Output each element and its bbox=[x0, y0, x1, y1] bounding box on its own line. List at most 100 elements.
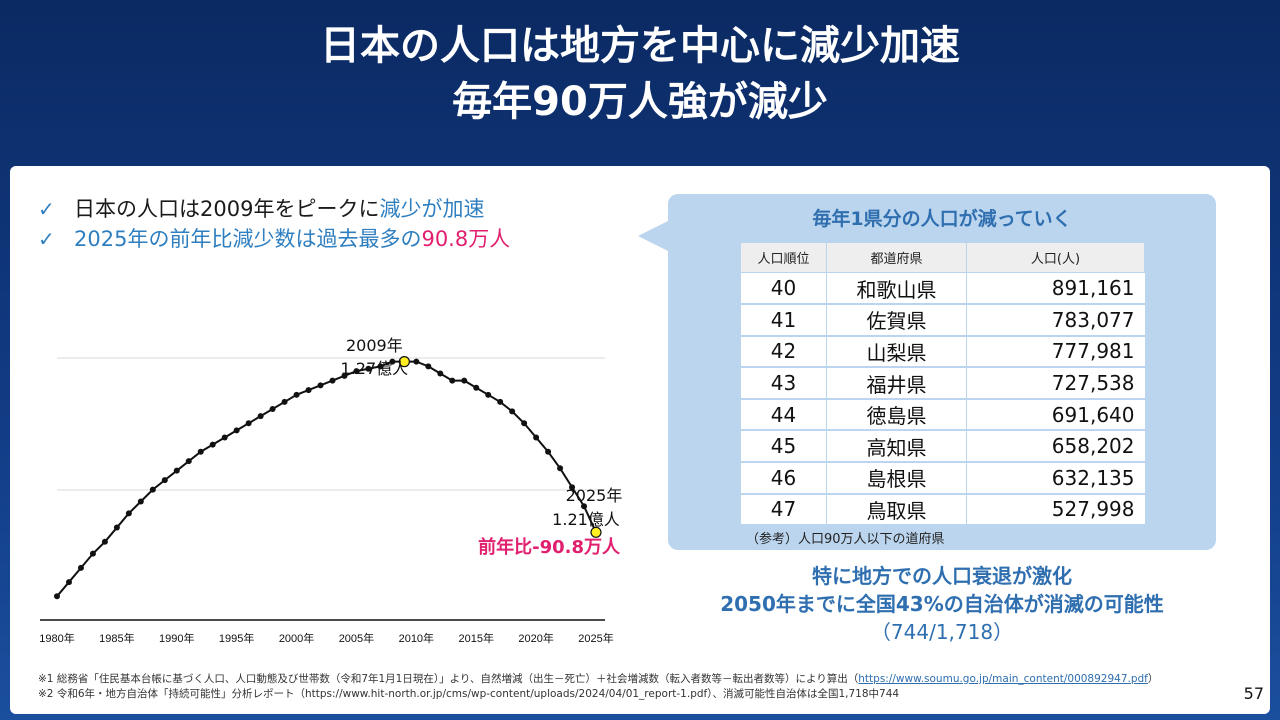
data-point bbox=[389, 358, 396, 365]
table-header-row: 人口順位 都道府県 人口(人) bbox=[740, 242, 1145, 273]
data-point bbox=[89, 550, 96, 557]
end-year-label: 2025年 bbox=[566, 486, 623, 505]
data-point bbox=[101, 538, 108, 545]
table-row: 47 鳥取県 527,998 bbox=[740, 493, 1145, 527]
data-point bbox=[341, 372, 348, 379]
data-point bbox=[257, 413, 264, 420]
population-cell: 777,981 bbox=[966, 335, 1145, 369]
prefecture-cell: 高知県 bbox=[826, 430, 967, 464]
population-cell: 783,077 bbox=[966, 304, 1145, 337]
table-row: 40 和歌山県 891,161 bbox=[740, 272, 1145, 306]
table-row: 46 島根県 632,135 bbox=[740, 462, 1145, 495]
prefecture-cell: 徳島県 bbox=[826, 398, 967, 432]
highlight-point bbox=[398, 356, 410, 368]
footnote-1-end: ） bbox=[1147, 673, 1159, 685]
key-point-2: ✓ 2025年の前年比減少数は過去最多の 90.8万人 bbox=[38, 224, 510, 254]
population-cell: 891,161 bbox=[966, 272, 1145, 306]
end-value-label: 1.21億人 bbox=[552, 510, 620, 529]
data-point bbox=[485, 391, 492, 398]
rank-cell: 45 bbox=[740, 430, 827, 464]
summary-line-2: 2050年までに全国43%の自治体が消滅の可能性 bbox=[720, 592, 1164, 616]
data-point bbox=[353, 368, 360, 375]
data-point bbox=[293, 391, 300, 398]
data-point bbox=[317, 382, 324, 389]
x-tick-label: 2005年 bbox=[339, 631, 374, 645]
population-series-line bbox=[56, 360, 597, 597]
data-point bbox=[449, 377, 456, 384]
data-point bbox=[161, 477, 168, 484]
table-row: 42 山梨県 777,981 bbox=[740, 335, 1145, 369]
data-point bbox=[425, 363, 432, 370]
data-point bbox=[377, 363, 384, 370]
population-cell: 527,998 bbox=[966, 493, 1145, 527]
footnote-1-link[interactable]: https://www.soumu.go.jp/main_content/000… bbox=[858, 673, 1148, 685]
x-tick-label: 2000年 bbox=[279, 631, 314, 645]
data-point bbox=[125, 510, 132, 517]
table-row: 44 徳島県 691,640 bbox=[740, 398, 1145, 432]
x-tick-label: 1990年 bbox=[159, 631, 194, 645]
peak-year-label: 2009年 bbox=[346, 336, 403, 355]
prefecture-cell: 鳥取県 bbox=[826, 493, 967, 527]
x-tick-label: 1985年 bbox=[99, 631, 134, 645]
data-point bbox=[329, 377, 336, 384]
title-line-2: 毎年90万人強が減少 bbox=[452, 79, 828, 125]
end-change-label: 前年比-90.8万人 bbox=[478, 536, 621, 558]
population-chart: 1980年 1985年 1990年 1995年 2000年 2005年 2010年 2015年… bbox=[30, 280, 630, 660]
prefecture-callout: 毎年1県分の人口が減っていく 人口順位 都道府県 人口(人) 40 和歌山県 891… bbox=[668, 194, 1216, 550]
prefecture-cell: 島根県 bbox=[826, 462, 967, 495]
key-point-1: ✓ 日本の人口は2009年をピークに 減少が加速 bbox=[38, 194, 510, 224]
data-point bbox=[473, 384, 480, 391]
data-point bbox=[545, 448, 552, 455]
data-point bbox=[77, 564, 84, 571]
prefecture-cell: 和歌山県 bbox=[826, 272, 967, 306]
header-rank: 人口順位 bbox=[740, 242, 827, 273]
header-prefecture: 都道府県 bbox=[826, 242, 967, 273]
callout-title: 毎年1県分の人口が減っていく bbox=[812, 208, 1072, 230]
data-point bbox=[413, 358, 420, 365]
data-point bbox=[233, 427, 240, 434]
population-cell: 632,135 bbox=[966, 462, 1145, 495]
data-point bbox=[509, 408, 516, 415]
population-cell: 727,538 bbox=[966, 367, 1145, 400]
x-tick-label: 2010年 bbox=[399, 631, 434, 645]
data-point bbox=[197, 448, 204, 455]
check-icon: ✓ bbox=[38, 197, 55, 221]
data-point bbox=[221, 434, 228, 441]
data-point bbox=[521, 420, 528, 427]
data-point bbox=[245, 420, 252, 427]
rank-cell: 47 bbox=[740, 493, 827, 527]
population-cell: 691,640 bbox=[966, 398, 1145, 432]
key-point-2-highlight: 90.8万人 bbox=[421, 227, 511, 251]
key-point-1-highlight: 減少が加速 bbox=[379, 197, 485, 221]
footnotes: ※1 総務省「住民基本台帳に基づく人口、人口動態及び世帯数（令和7年1月1日現在… bbox=[38, 672, 1158, 702]
summary-block: 特に地方での人口衰退が激化 2050年までに全国43%の自治体が消滅の可能性 （… bbox=[668, 562, 1216, 646]
table-row: 43 福井県 727,538 bbox=[740, 367, 1145, 400]
table-note: （参考）人口90万人以下の道府県 bbox=[746, 532, 945, 547]
highlight-point bbox=[590, 526, 602, 538]
key-points: ✓ 日本の人口は2009年をピークに 減少が加速 ✓ 2025年の前年比減少数は過… bbox=[38, 194, 510, 254]
data-point bbox=[281, 398, 288, 405]
title-line-1: 日本の人口は地方を中心に減少加速 bbox=[320, 23, 960, 69]
page-title: 日本の人口は地方を中心に減少加速 毎年90万人強が減少 bbox=[0, 18, 1280, 130]
population-cell: 658,202 bbox=[966, 430, 1145, 464]
page-number: 57 bbox=[1243, 684, 1264, 703]
summary-line-3: （744/1,718） bbox=[870, 620, 1014, 644]
data-point bbox=[557, 465, 564, 472]
check-icon: ✓ bbox=[38, 227, 55, 251]
data-point bbox=[437, 370, 444, 377]
data-point bbox=[113, 524, 120, 531]
data-point bbox=[461, 377, 468, 384]
footnote-1-text: ※1 総務省「住民基本台帳に基づく人口、人口動態及び世帯数（令和7年1月1日現在… bbox=[38, 673, 859, 685]
data-point bbox=[305, 387, 312, 394]
rank-cell: 43 bbox=[740, 367, 827, 400]
rank-cell: 46 bbox=[740, 462, 827, 495]
footnote-1: ※1 総務省「住民基本台帳に基づく人口、人口動態及び世帯数（令和7年1月1日現在… bbox=[38, 672, 1158, 687]
data-point bbox=[173, 467, 180, 474]
x-tick-label: 1995年 bbox=[219, 631, 254, 645]
data-point bbox=[149, 486, 156, 493]
prefecture-cell: 山梨県 bbox=[826, 335, 967, 369]
x-tick-label: 2025年 bbox=[578, 631, 613, 645]
rank-cell: 41 bbox=[740, 304, 827, 337]
peak-value-label: 1.27億人 bbox=[341, 359, 409, 378]
data-point bbox=[533, 434, 540, 441]
